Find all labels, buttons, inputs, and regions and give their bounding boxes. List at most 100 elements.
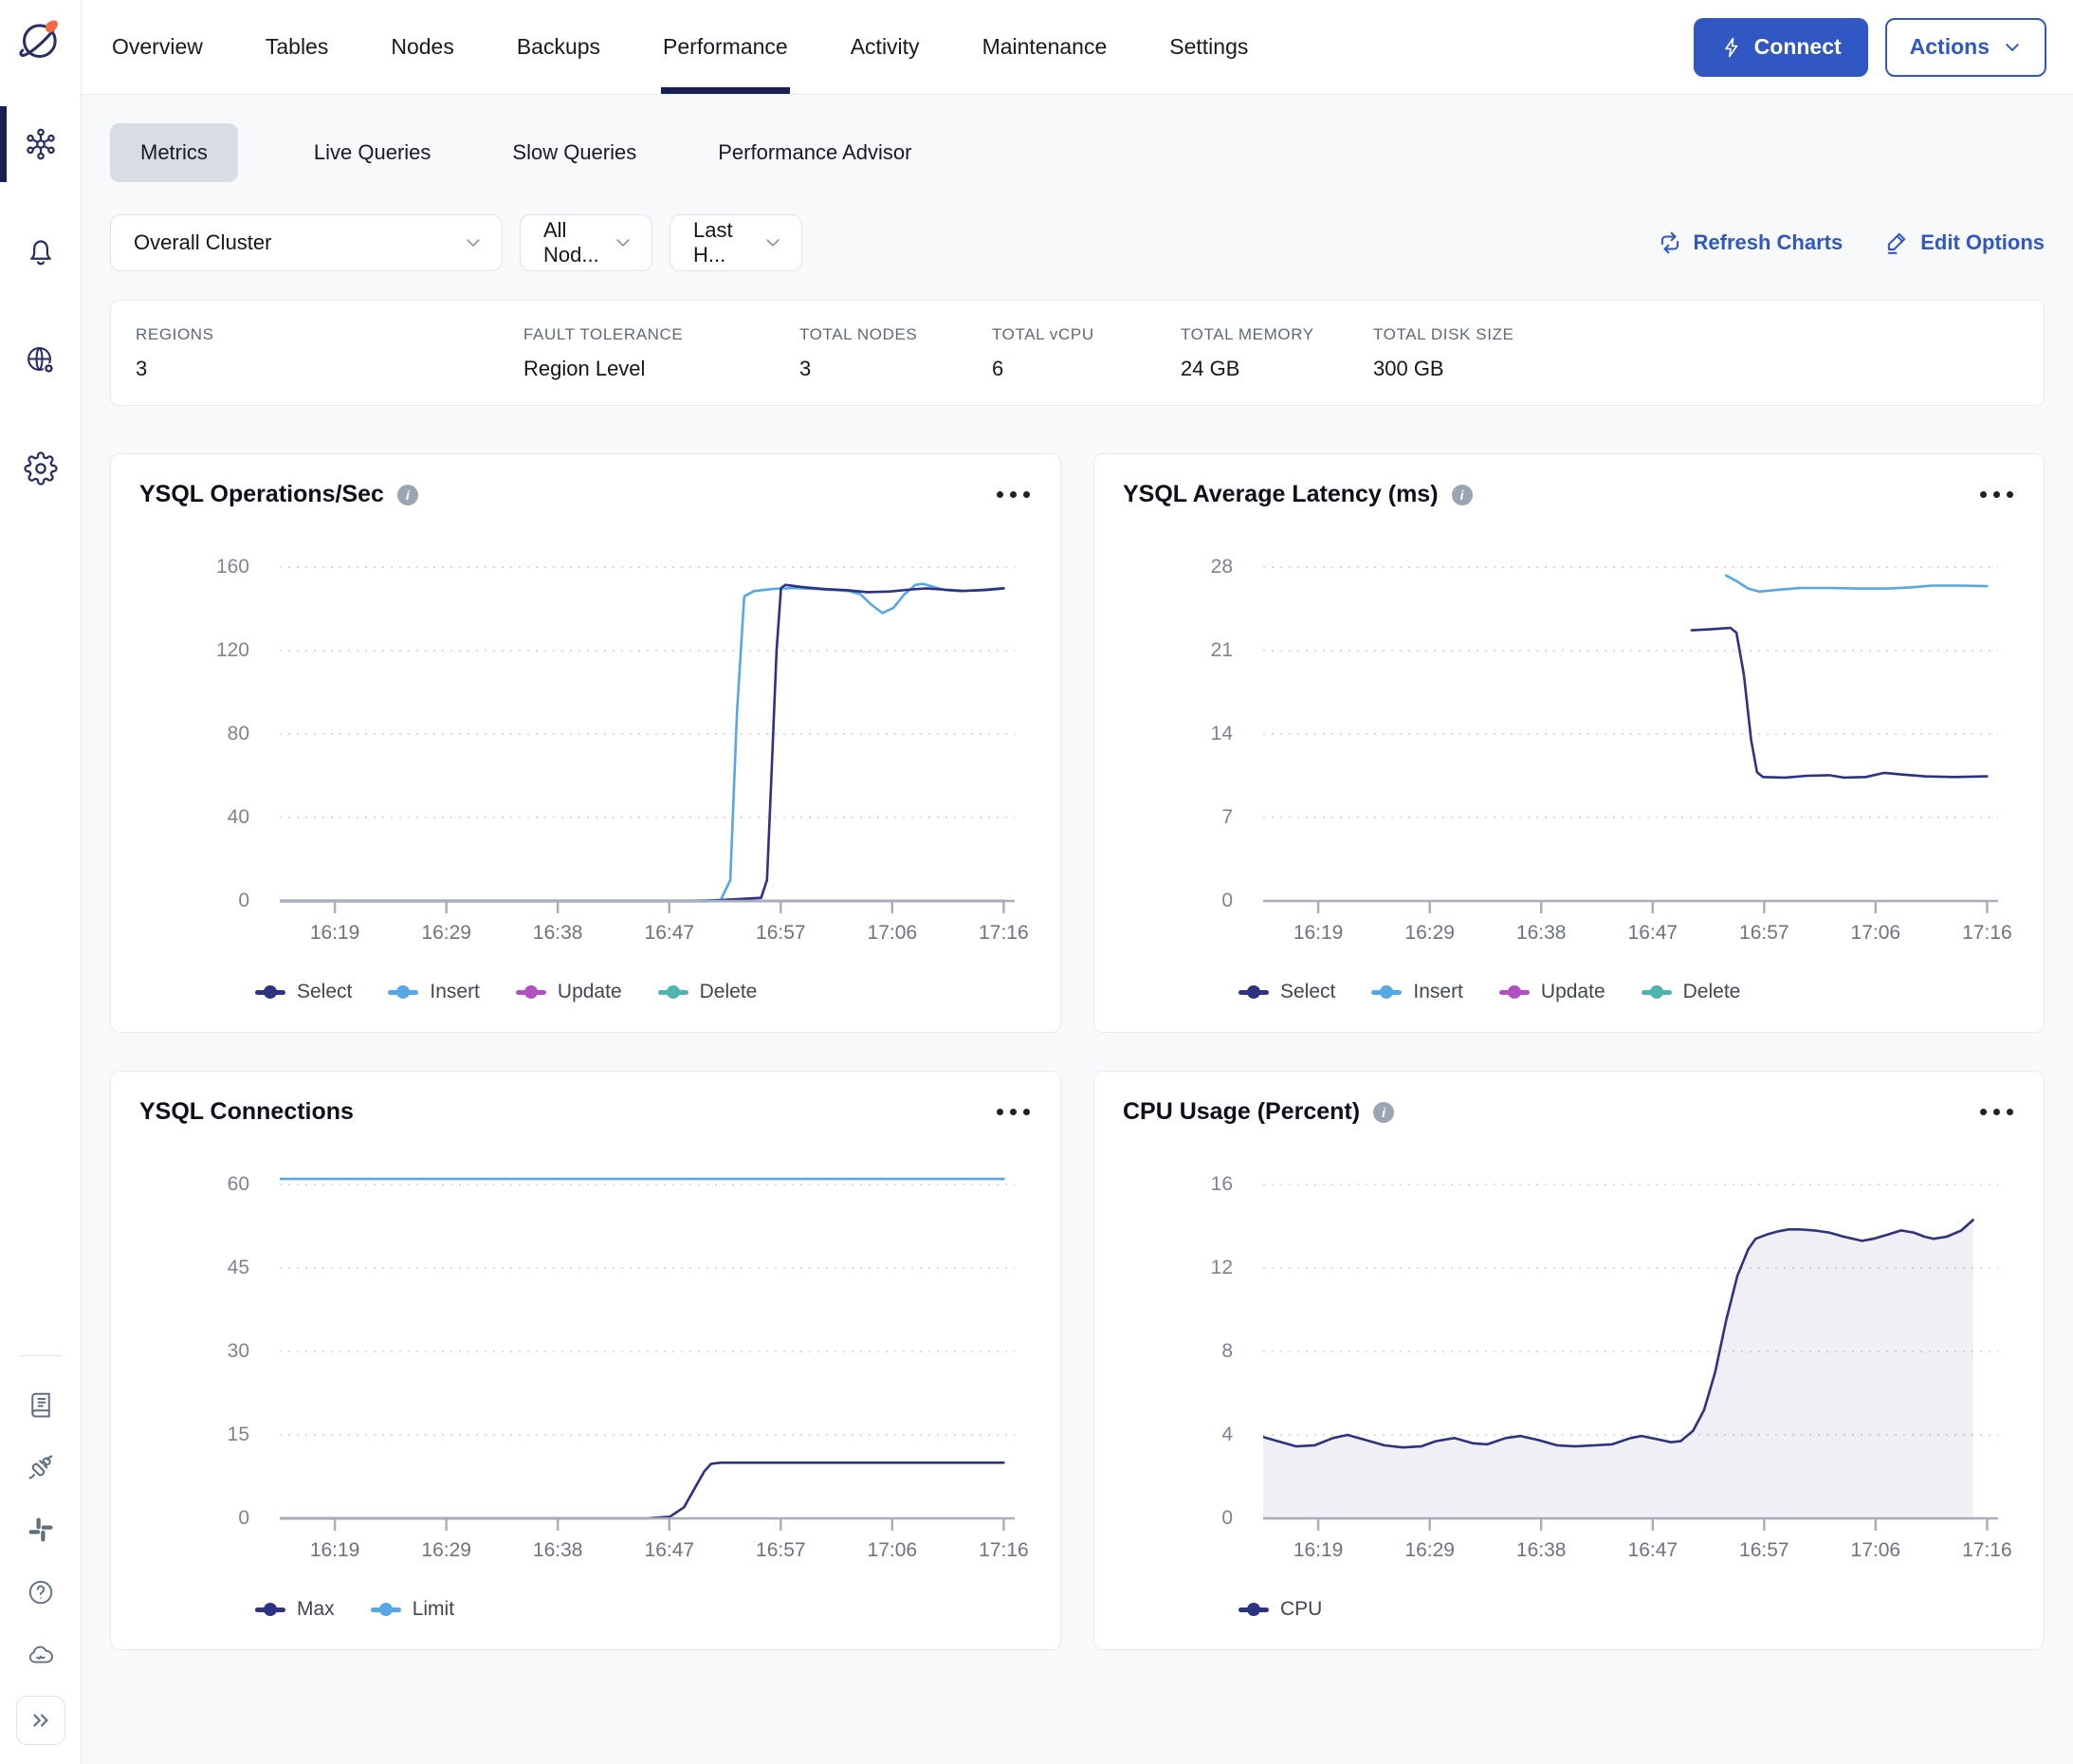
legend-marker [370,1603,401,1616]
chart-canvas [1261,1184,1998,1531]
docs-book-icon [27,1390,55,1419]
tab-tables[interactable]: Tables [264,0,330,94]
actions-button-label: Actions [1909,34,1990,59]
summary-value: 24 GB [1181,356,1240,380]
y-axis-label: 0 [238,1507,249,1529]
chart-menu-icon[interactable] [1978,486,2015,504]
legend-item-delete[interactable]: Delete [1641,981,1740,1003]
x-axis-label: 17:16 [1962,922,2012,944]
sidebar-item-alerts[interactable] [0,214,81,290]
tab-nodes[interactable]: Nodes [389,0,455,94]
cluster-scope-select[interactable]: Overall Cluster [110,214,503,271]
subtab-performance-advisor[interactable]: Performance Advisor [712,123,917,182]
chevron-down-icon [467,239,480,247]
time-range-select[interactable]: Last H... [670,214,802,271]
legend-item-insert[interactable]: Insert [1371,981,1463,1003]
summary-label: TOTAL DISK SIZE [1373,324,1514,343]
legend-marker [255,1603,285,1616]
y-axis-label: 8 [1221,1340,1233,1362]
edit-pencil-icon [1888,232,1906,254]
chart-legend: Max Limit [255,1598,1032,1621]
info-icon[interactable]: i [1451,484,1473,505]
nodes-select-value: All Nod... [543,218,599,266]
sidebar-item-settings[interactable] [0,431,81,506]
y-axis-label: 28 [1210,556,1233,578]
chevrons-right-icon [28,1708,53,1733]
subtab-live-queries[interactable]: Live Queries [308,123,437,182]
chart-card-ysql-connections: YSQL Connections 0 15 30 45 60 16:19 16:29 16:38… [110,1071,1061,1650]
chart-title: CPU Usage (Percent) [1123,1098,1361,1125]
y-axis-label: 7 [1221,806,1233,828]
legend-label: Update [1540,981,1605,1002]
x-axis-label: 16:57 [1739,1539,1789,1561]
legend-marker [515,985,546,999]
refresh-charts-label: Refresh Charts [1693,230,1844,254]
legend-marker [1238,1603,1269,1616]
app-logo[interactable] [14,13,67,66]
sidebar-bottom-nav [0,1355,81,1745]
summary-value: 6 [992,356,1004,380]
info-icon[interactable]: i [1373,1101,1395,1123]
subtab-metrics[interactable]: Metrics [110,123,238,182]
actions-button[interactable]: Actions [1884,17,2046,77]
legend-marker [657,985,688,999]
sidebar-item-integrations[interactable] [16,1445,65,1489]
chart-legend: Select Insert Update Delete [255,981,1032,1003]
summary-regions: REGIONS 3 [136,325,523,381]
legend-item-cpu[interactable]: CPU [1238,1598,1322,1621]
sidebar-item-clusters[interactable] [0,106,81,182]
y-axis-label: 21 [1210,639,1233,661]
tab-performance[interactable]: Performance [661,0,790,94]
planet-rocket-logo-icon [18,20,58,59]
y-axis-label: 0 [238,890,249,911]
y-axis-label: 16 [1210,1173,1233,1195]
sidebar-item-slack[interactable] [16,1508,65,1552]
integrations-plug-icon [27,1453,55,1481]
legend-item-limit[interactable]: Limit [370,1598,454,1621]
tab-maintenance[interactable]: Maintenance [981,0,1110,94]
legend-item-update[interactable]: Update [1498,981,1605,1003]
chart-plot-area: 0 7 14 21 28 16:19 16:29 16:38 16:47 16:57 17:06 17… [1211,552,2012,956]
edit-options-button[interactable]: Edit Options [1884,230,2045,255]
legend-item-insert[interactable]: Insert [388,981,480,1003]
sidebar-item-help[interactable] [16,1571,65,1614]
tab-overview[interactable]: Overview [110,0,205,94]
sidebar-item-network[interactable] [0,322,81,398]
chart-card-header: YSQL Connections [139,1098,1032,1126]
tab-settings[interactable]: Settings [1167,0,1250,94]
legend-item-max[interactable]: Max [255,1598,335,1621]
chart-menu-icon[interactable] [995,1103,1032,1121]
info-icon[interactable]: i [396,484,418,505]
sidebar-item-expand[interactable] [15,1696,65,1745]
chart-menu-icon[interactable] [1978,1103,2015,1121]
legend-item-select[interactable]: Select [1238,981,1335,1003]
legend-item-update[interactable]: Update [515,981,622,1003]
tab-activity[interactable]: Activity [849,0,922,94]
tab-backups[interactable]: Backups [515,0,602,94]
performance-subtabs: Metrics Live Queries Slow Queries Performan… [82,123,2073,182]
slack-icon [27,1516,55,1544]
sidebar-item-cloud-status[interactable] [16,1633,65,1677]
nodes-select[interactable]: All Nod... [520,214,652,271]
chart-menu-icon[interactable] [995,486,1032,504]
legend-item-delete[interactable]: Delete [657,981,757,1003]
summary-label: TOTAL NODES [799,324,918,343]
summary-label: TOTAL MEMORY [1181,324,1314,343]
y-axis-label: 120 [215,639,249,661]
sidebar-item-docs[interactable] [16,1383,65,1426]
x-axis-label: 17:16 [1962,1539,2012,1561]
refresh-charts-button[interactable]: Refresh Charts [1658,230,1844,255]
chart-card-ysql-average-latency-ms-: YSQL Average Latency (ms) i 0 7 14 21 28 16:19 1… [1093,453,2045,1033]
y-axis-label: 0 [1221,1507,1233,1529]
cluster-summary-bar: REGIONS 3 FAULT TOLERANCE Region Level TOTAL… [110,300,2045,406]
subtab-slow-queries[interactable]: Slow Queries [506,123,642,182]
help-question-icon [27,1578,55,1607]
y-axis-label: 15 [227,1424,249,1445]
legend-label: Insert [430,981,480,1002]
x-axis-label: 16:57 [1739,922,1789,944]
legend-item-select[interactable]: Select [255,981,352,1003]
network-globe-gear-icon [24,343,58,377]
connect-button[interactable]: Connect [1693,17,1868,77]
chart-canvas [278,1177,1015,1531]
